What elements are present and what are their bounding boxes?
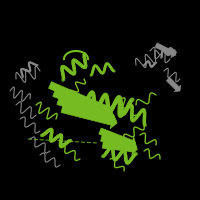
Polygon shape <box>61 106 117 129</box>
Polygon shape <box>101 135 137 152</box>
Polygon shape <box>102 142 137 155</box>
Polygon shape <box>53 90 112 120</box>
Polygon shape <box>49 82 110 115</box>
Polygon shape <box>99 128 136 149</box>
Polygon shape <box>166 77 181 92</box>
Polygon shape <box>57 98 115 124</box>
Polygon shape <box>155 43 176 58</box>
